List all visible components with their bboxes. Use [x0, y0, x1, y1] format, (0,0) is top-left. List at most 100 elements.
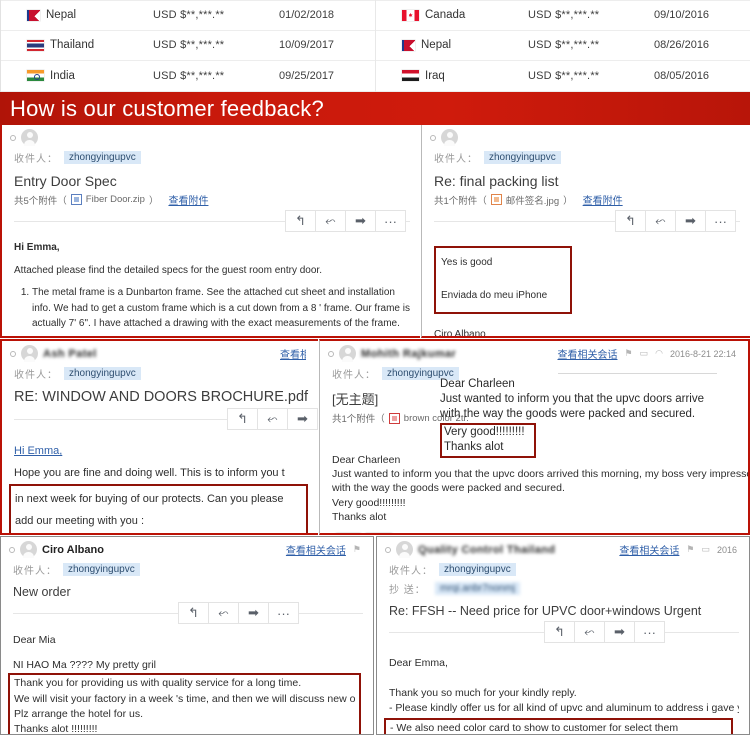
view-thread-link[interactable]: 查看相关会话	[285, 546, 346, 557]
thailand-flag-icon	[27, 39, 44, 51]
country-label: Nepal	[46, 9, 77, 22]
email-line: Thank you so much for your kindly reply.	[389, 687, 577, 700]
reply-icon[interactable]: ↰	[227, 408, 258, 430]
select-radio-icon[interactable]	[385, 546, 391, 553]
email-screenshot-no-subject-upvc-doors[interactable]: Mohith Rajkumar 查看相关会话 ⚑ ▭ ◠ 2016-8-21 2…	[319, 339, 750, 535]
flag-icon[interactable]: ⚑	[624, 348, 633, 358]
highlight-line: Thanks alot !!!!!!!!!	[14, 723, 98, 735]
to-label: 收件人：	[14, 370, 58, 381]
email-screenshot-new-order[interactable]: Ciro Albano 查看相关会话 ⚑ 收件人： zhongyingupvc …	[0, 536, 374, 735]
forward-icon[interactable]: ➡	[345, 210, 376, 232]
paperclip-icon[interactable]: ◠	[655, 348, 663, 358]
more-options-icon[interactable]: ···	[268, 602, 299, 624]
recipient-chip[interactable]: zhongyingupvc	[63, 563, 140, 576]
table-cell-price: USD $**,***.**	[153, 69, 225, 82]
highlight-box: in next week for buying of our protects.…	[9, 484, 308, 533]
forward-icon[interactable]: ➡	[238, 602, 269, 624]
sender-name	[43, 132, 64, 144]
reply-icon[interactable]: ↰	[544, 621, 575, 643]
country-label: Canada	[425, 9, 466, 22]
view-attachments-link[interactable]: 查看附件	[168, 196, 209, 207]
flag-icon[interactable]: ⚑	[352, 544, 361, 554]
recipient-chip[interactable]: zhongyingupvc	[64, 151, 141, 164]
email-screenshot-window-doors-brochure[interactable]: Ash Patel 查看相关会话 收件人： zhongyingupvc RE: …	[0, 339, 318, 535]
table-row[interactable]: India USD $**,***.** 09/25/2017	[1, 61, 375, 92]
table-cell-date: 01/02/2018	[279, 9, 335, 22]
select-radio-icon[interactable]	[10, 134, 16, 141]
highlight-box: Very good!!!!!!!!! Thanks alot	[440, 422, 536, 458]
email-body: Yes is good Enviada do meu iPhone Ciro A…	[422, 232, 750, 336]
more-options-icon[interactable]: ···	[634, 621, 665, 643]
view-thread-link[interactable]: 查看相关会话	[280, 350, 306, 361]
highlight-line: in next week for buying of our protects.…	[15, 493, 284, 505]
view-attachments-link[interactable]: 查看附件	[582, 196, 623, 207]
reply-all-icon[interactable]: ⬿	[574, 621, 605, 643]
recipient-chip[interactable]: zhongyingupvc	[64, 367, 141, 380]
email-subject: [无主题]	[332, 392, 379, 407]
view-thread-link[interactable]: 查看相关会话	[619, 546, 680, 557]
forward-icon[interactable]: ➡	[675, 210, 706, 232]
email-screenshot-ffsh-need-price[interactable]: Quality Control Thailand 查看相关会话 ⚑ ▭ 2016…	[376, 536, 750, 735]
attachment-name[interactable]: brown color 2tr.	[403, 412, 469, 424]
attachment-name[interactable]: Fiber Door.zip	[85, 194, 145, 205]
orders-table-right: Canada USD $**,***.** 09/10/2016 Nepal U…	[375, 0, 750, 92]
select-radio-icon[interactable]	[9, 546, 15, 553]
more-options-icon[interactable]: ···	[375, 210, 406, 232]
table-cell-country: Canada	[376, 9, 528, 21]
cc-recipient-chip[interactable]: mrqi.anbr7nonmj	[435, 582, 521, 595]
attachment-count: 共1个附件（	[332, 414, 385, 425]
view-thread-link[interactable]: 查看相关会话	[557, 350, 618, 361]
tag-icon[interactable]: ▭	[639, 348, 649, 358]
email-toolbar: ↰ ⬿ ➡	[2, 408, 318, 430]
forward-icon[interactable]: ➡	[604, 621, 635, 643]
table-row[interactable]: Nepal USD $**,***.** 01/02/2018	[1, 0, 375, 31]
reply-all-icon[interactable]: ⬿	[208, 602, 239, 624]
email-subject: New order	[13, 585, 71, 599]
reply-icon[interactable]: ↰	[615, 210, 646, 232]
reply-all-icon[interactable]: ⬿	[257, 408, 288, 430]
select-radio-icon[interactable]	[10, 350, 16, 357]
email-body: Dear Charleen Just wanted to inform you …	[320, 445, 748, 533]
table-cell-price: USD $**,***.**	[528, 9, 600, 22]
select-radio-icon[interactable]	[430, 134, 436, 141]
flag-icon[interactable]: ⚑	[686, 544, 695, 554]
to-field-row: 收件人： zhongyingupvc	[320, 364, 748, 383]
table-row[interactable]: Canada USD $**,***.** 09/10/2016	[376, 0, 750, 31]
table-row[interactable]: Iraq USD $**,***.** 08/05/2016	[376, 61, 750, 92]
reply-icon[interactable]: ↰	[285, 210, 316, 232]
attachment-name[interactable]: 邮件签名.jpg	[505, 195, 560, 207]
attachment-row: 共1个附件（ 邮件签名.jpg ） 查看附件	[422, 192, 750, 210]
table-cell-country: Thailand	[1, 39, 153, 51]
recipient-chip[interactable]: zhongyingupvc	[484, 151, 561, 164]
email-toolbar: ↰ ⬿ ➡ ···	[2, 210, 420, 232]
iraq-flag-icon	[402, 70, 419, 82]
banner-title: How is our customer feedback?	[10, 95, 324, 121]
avatar	[396, 541, 413, 558]
canada-flag-icon	[402, 9, 419, 21]
orders-table: Nepal USD $**,***.** 01/02/2018 Thailand…	[0, 0, 750, 92]
recipient-chip[interactable]: zhongyingupvc	[439, 563, 516, 576]
select-radio-icon[interactable]	[328, 350, 334, 357]
table-row[interactable]: Nepal USD $**,***.** 08/26/2016	[376, 31, 750, 62]
email-screenshot-final-packing-list[interactable]: 收件人： zhongyingupvc Re: final packing lis…	[421, 125, 750, 338]
table-cell-country: India	[1, 70, 153, 82]
email-subject: Re: FFSH -- Need price for UPVC door+win…	[389, 604, 702, 618]
cc-field-row: 抄 送： mrqi.anbr7nonmj	[377, 579, 749, 598]
reply-icon[interactable]: ↰	[178, 602, 209, 624]
highlight-box: Thank you for providing us with quality …	[8, 673, 361, 735]
india-flag-icon	[27, 70, 44, 82]
country-label: India	[50, 69, 75, 82]
forward-icon[interactable]: ➡	[287, 408, 318, 430]
more-options-icon[interactable]: ···	[705, 210, 736, 232]
reply-all-icon[interactable]: ⬿	[315, 210, 346, 232]
avatar	[339, 345, 356, 362]
sender-name: Ciro Albano	[42, 543, 104, 556]
country-label: Iraq	[425, 69, 445, 82]
tag-icon[interactable]: ▭	[701, 544, 710, 554]
table-row[interactable]: Thailand USD $**,***.** 10/09/2017	[1, 31, 375, 62]
email-header: Ash Patel 查看相关会话	[2, 341, 318, 364]
attachment-close-paren: ）	[148, 195, 159, 207]
email-screenshot-entry-door-spec[interactable]: 收件人： zhongyingupvc Entry Door Spec 共5个附件…	[0, 125, 420, 338]
reply-all-icon[interactable]: ⬿	[645, 210, 676, 232]
recipient-chip[interactable]: zhongyingupvc	[382, 367, 459, 380]
